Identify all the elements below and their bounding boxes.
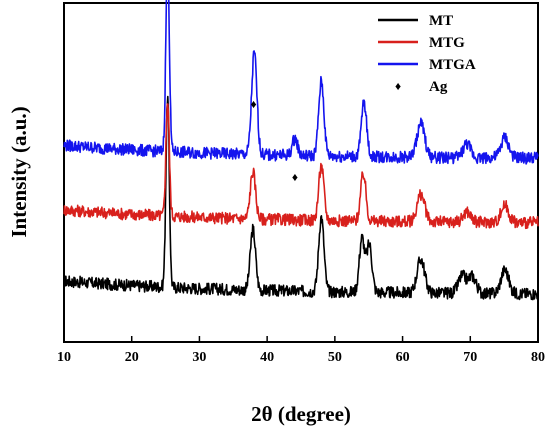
y-axis-title: Intensity (a.u.) [7,106,31,237]
legend-label-ag: Ag [429,79,448,95]
legend-label-mtg: MTG [429,35,465,51]
ag-peak-marker: ♦ [251,97,257,111]
peak-markers: ♦♦ [251,97,298,184]
x-axis-title: 2θ (degree) [251,402,351,426]
x-tick-label: 10 [57,350,71,365]
series-line-mtg [63,103,539,230]
x-tick-label: 60 [396,350,410,365]
series-layer [63,0,539,301]
x-tick-label: 50 [328,350,342,365]
ag-peak-marker: ♦ [292,170,298,184]
plot-frame [63,2,539,343]
series-line-mt [63,95,539,301]
x-tick-label: 30 [192,350,206,365]
x-tick-label: 80 [531,350,545,365]
x-tick-label: 20 [125,350,139,365]
legend-label-mtga: MTGA [429,57,476,73]
legend-label-mt: MT [429,13,453,29]
x-tick-label: 70 [463,350,477,365]
series-line-mtga [63,0,539,165]
legend-marker-ag: ♦ [395,79,401,93]
legend: MT MTG MTGA ♦ Ag [378,13,476,95]
x-axis-ticks: 10 20 30 40 50 60 70 80 [57,336,545,365]
x-tick-label: 40 [260,350,274,365]
